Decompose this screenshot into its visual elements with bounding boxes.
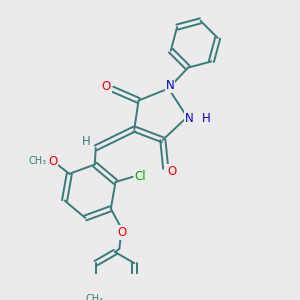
Text: H: H	[202, 112, 211, 125]
Text: O: O	[167, 165, 177, 178]
Text: CH₃: CH₃	[85, 294, 103, 300]
Text: O: O	[101, 80, 111, 93]
Text: O: O	[118, 226, 127, 239]
Text: H: H	[81, 135, 90, 148]
Text: N: N	[166, 79, 174, 92]
Text: O: O	[48, 155, 57, 168]
Text: CH₃: CH₃	[29, 156, 47, 166]
Text: Cl: Cl	[135, 170, 146, 183]
Text: N: N	[185, 112, 194, 125]
